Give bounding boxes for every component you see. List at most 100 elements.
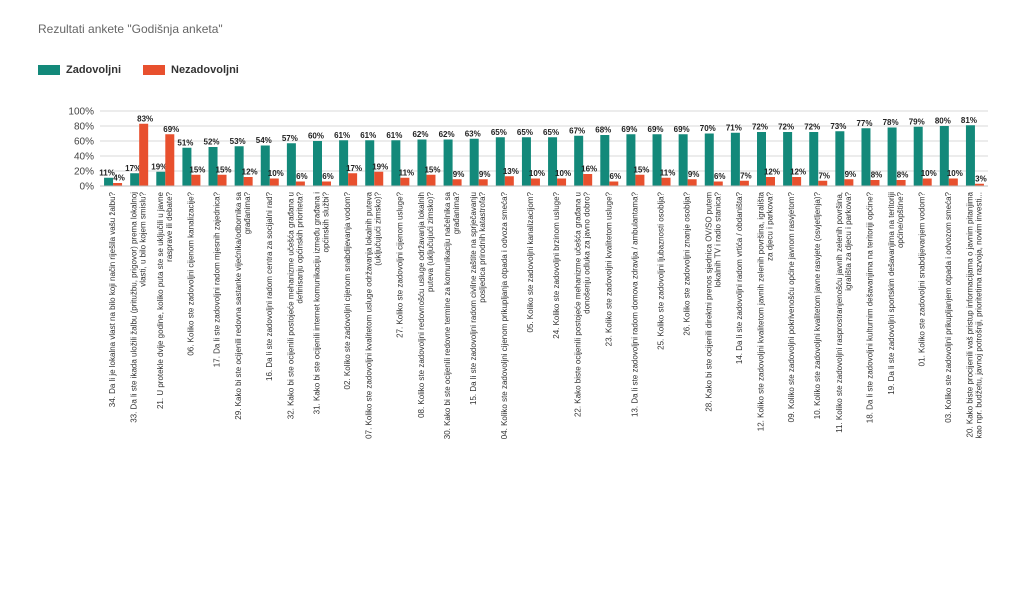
value-label-zadovoljni: 78% (883, 118, 899, 127)
value-label-nezadovoljni: 13% (503, 167, 519, 176)
x-category-label-line: 28. Kako bi ste ocijenili direktni preno… (704, 192, 713, 412)
bar-nezadovoljni (583, 174, 593, 186)
y-tick-label: 40% (74, 152, 94, 163)
bar-nezadovoljni (713, 181, 723, 186)
x-category-label: 23. Koliko ste zadovoljni kvalitetom usl… (604, 191, 613, 346)
value-label-nezadovoljni: 7% (740, 171, 752, 180)
x-category-label-line: 13. Da li ste zadovoljni radom domova zd… (630, 191, 639, 417)
bar-zadovoljni (156, 171, 166, 186)
x-category-label: 32. Kako bi ste ocijenili postojeće meha… (286, 191, 304, 419)
x-category-label: 28. Kako bi ste ocijenili direktni preno… (704, 191, 722, 411)
x-category-label-line: 15. Da li ste zadovoljni radom civilne z… (469, 192, 478, 405)
y-tick-label: 100% (68, 107, 94, 118)
value-label-nezadovoljni: 9% (688, 170, 700, 179)
bar-nezadovoljni (609, 181, 619, 186)
bar-nezadovoljni (974, 183, 984, 186)
bar-nezadovoljni (243, 177, 253, 186)
value-label-nezadovoljni: 10% (555, 169, 571, 178)
x-category-label: 27. Koliko ste zadovoljni cijenom usluge… (395, 191, 404, 337)
x-category-label-line: 19. Da li ste zadovoljni sportskim dešav… (887, 192, 896, 395)
value-label-zadovoljni: 65% (543, 128, 559, 137)
bar-zadovoljni (809, 132, 819, 186)
bar-zadovoljni (208, 147, 218, 186)
bar-zadovoljni (704, 133, 714, 186)
x-category-label-line: 22. Kako biste ocijenili postojeće mehan… (574, 192, 583, 417)
legend-item-nezadovoljni: Nezadovoljni (143, 64, 239, 76)
bar-nezadovoljni (165, 134, 175, 186)
x-category-label: 17. Da li ste zadovoljni radom mjesnih z… (213, 191, 222, 367)
value-label-zadovoljni: 72% (778, 123, 794, 132)
value-label-zadovoljni: 54% (256, 136, 272, 145)
bar-zadovoljni (652, 134, 662, 186)
value-label-zadovoljni: 60% (308, 132, 324, 141)
value-label-nezadovoljni: 11% (660, 168, 676, 177)
x-category-label-line: 16. Da li ste zadovoljni radom centra za… (265, 191, 274, 381)
bar-zadovoljni (130, 173, 140, 186)
value-label-nezadovoljni: 15% (189, 165, 205, 174)
x-category-label-line: 23. Koliko ste zadovoljni kvalitetom usl… (604, 191, 613, 346)
value-label-zadovoljni: 69% (648, 125, 664, 134)
x-category-label: 21. U protekle dvije godine, koliko puta… (156, 191, 174, 409)
x-category-label-line: 12. Koliko ste zadovoljni kvalitetom jav… (757, 191, 766, 431)
bar-zadovoljni (548, 137, 558, 186)
bar-nezadovoljni (191, 174, 201, 186)
bar-zadovoljni (469, 138, 479, 186)
bar-zadovoljni (521, 137, 531, 186)
x-category-label-line: 08. Koliko ste zadovoljni redovnošću usl… (417, 192, 426, 418)
x-category-label-line: 07. Koliko ste zadovoljni kvalitetom usl… (365, 191, 374, 438)
bar-zadovoljni (104, 177, 114, 186)
bar-nezadovoljni (792, 177, 802, 186)
value-label-zadovoljni: 51% (177, 138, 193, 147)
bar-nezadovoljni (295, 181, 305, 186)
bar-nezadovoljni (322, 181, 331, 186)
value-label-nezadovoljni: 15% (633, 165, 649, 174)
bar-nezadovoljni (870, 180, 880, 186)
bar-nezadovoljni (922, 178, 932, 186)
x-category-label: 06. Koliko ste zadovoljni cijenom kanali… (186, 191, 195, 355)
x-category-label: 10. Koliko ste zadovoljni kvalitetom jav… (813, 191, 822, 419)
bar-nezadovoljni (818, 180, 828, 186)
value-label-nezadovoljni: 15% (216, 165, 232, 174)
x-category-label-line: 26. Koliko ste zadovoljni znanje osoblja… (683, 191, 692, 335)
x-category-label-line: 03. Koliko ste zadovoljni prikupljanjem … (944, 191, 953, 422)
x-category-label: 15. Da li ste zadovoljni radom civilne z… (469, 191, 487, 405)
x-category-label-line: općinskih službi? (322, 191, 331, 252)
bar-zadovoljni (391, 140, 401, 186)
value-label-nezadovoljni: 6% (714, 172, 726, 181)
value-label-zadovoljni: 17% (125, 164, 141, 173)
bar-zadovoljni (574, 135, 584, 186)
value-label-zadovoljni: 65% (517, 128, 533, 137)
legend: Zadovoljni Nezadovoljni (38, 64, 261, 76)
value-label-nezadovoljni: 7% (818, 171, 830, 180)
value-label-nezadovoljni: 15% (424, 165, 440, 174)
x-category-label-line: 05. Koliko ste zadovoljni kanalizacijom? (526, 191, 535, 332)
x-category-label-line: puteva (uključujući zimsko)? (426, 191, 435, 292)
x-category-label: 34. Da li je lokalna vlast na bilo koji … (108, 191, 117, 407)
value-label-nezadovoljni: 19% (372, 162, 388, 171)
legend-label-nezadovoljni: Nezadovoljni (171, 64, 239, 76)
value-label-nezadovoljni: 16% (581, 165, 597, 174)
value-label-zadovoljni: 63% (465, 129, 481, 138)
value-label-nezadovoljni: 12% (242, 168, 258, 177)
x-category-label: 30. Kako bi ste ocijenili redovne termin… (443, 191, 461, 439)
bar-nezadovoljni (739, 180, 749, 186)
value-label-zadovoljni: 61% (360, 131, 376, 140)
legend-swatch-zadovoljni (38, 65, 60, 75)
x-category-label: 19. Da li ste zadovoljni sportskim dešav… (887, 191, 905, 394)
value-label-nezadovoljni: 83% (137, 114, 153, 123)
bar-nezadovoljni (374, 171, 384, 186)
bar-nezadovoljni (687, 179, 697, 186)
bar-zadovoljni (260, 145, 270, 186)
x-category-label: 08. Koliko ste zadovoljni redovnošću usl… (417, 191, 435, 417)
bar-nezadovoljni (530, 178, 540, 186)
bar-zadovoljni (678, 134, 688, 186)
x-category-label-line: 11. Koliko ste zadovoljni rasprostranjen… (835, 192, 844, 433)
x-category-label-line: građanima? (243, 191, 252, 234)
x-category-label: 09. Koliko ste zadovoljni pokrivenošću o… (787, 191, 796, 422)
x-category-label-line: 33. Da li ste ikada uložili žalbu (pritu… (130, 192, 139, 423)
y-tick-label: 0% (80, 182, 95, 193)
bar-zadovoljni (757, 132, 766, 186)
x-category-label-line: definisanju općinskih prioriteta? (295, 191, 304, 303)
x-category-label-line: 06. Koliko ste zadovoljni cijenom kanali… (186, 191, 195, 355)
